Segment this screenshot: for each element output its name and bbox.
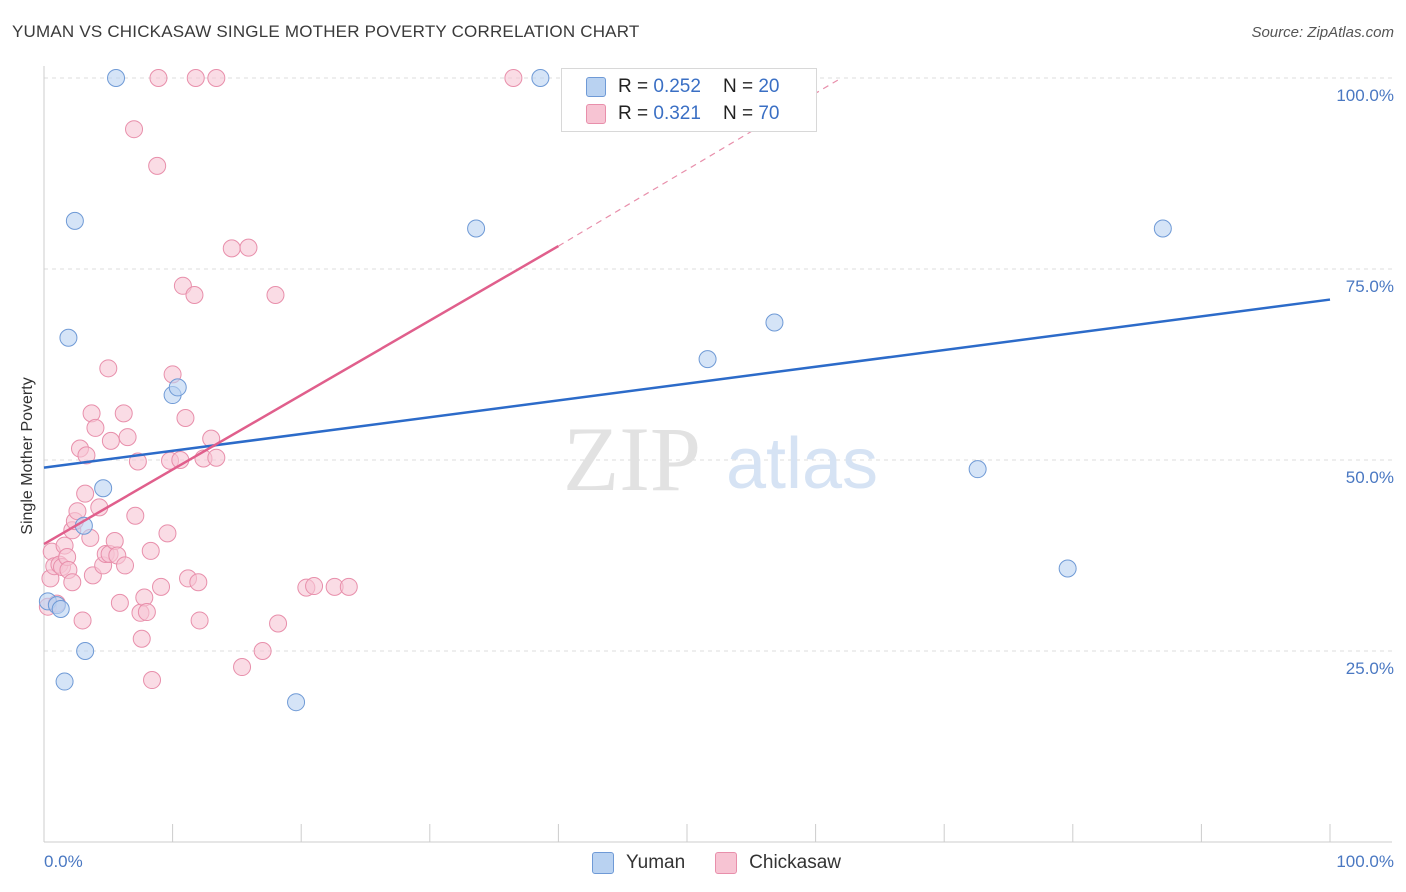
chickasaw-point — [189, 573, 208, 592]
chickasaw-point — [207, 448, 226, 467]
chickasaw-point — [77, 446, 96, 465]
n-label: N = — [722, 103, 754, 124]
chickasaw-point — [125, 120, 144, 139]
chickasaw-swatch — [586, 104, 606, 124]
yuman-point — [51, 599, 70, 618]
chickasaw-point — [101, 431, 120, 450]
n-value-chickasaw: 70 — [758, 103, 780, 124]
chickasaw-point — [118, 428, 137, 447]
r-label: R = — [618, 76, 649, 97]
chickasaw-point — [239, 238, 258, 257]
r-value-chickasaw: 0.321 — [653, 103, 701, 124]
n-value-yuman: 20 — [758, 76, 780, 97]
chickasaw-point — [143, 671, 162, 690]
legend-row-chickasaw: R = 0.321 N = 70 — [586, 102, 779, 126]
chickasaw-points — [38, 69, 523, 690]
chickasaw-point — [126, 506, 145, 525]
axes — [43, 66, 1392, 843]
chickasaw-point — [158, 524, 177, 543]
legend-item-yuman[interactable]: Yuman — [592, 852, 685, 874]
yuman-point — [698, 350, 717, 369]
yuman-point — [59, 328, 78, 347]
chickasaw-point — [186, 69, 205, 87]
trend-lines — [43, 77, 1331, 546]
chickasaw-point — [233, 658, 252, 677]
legend-label-yuman: Yuman — [626, 852, 686, 873]
y-tick-label: 100.0% — [1336, 86, 1394, 105]
chickasaw-point — [190, 611, 209, 630]
x-tick-label-min: 0.0% — [44, 852, 83, 871]
chickasaw-point — [149, 69, 168, 87]
n-label: N = — [722, 76, 754, 97]
chickasaw-point — [128, 452, 147, 471]
yuman-point — [287, 693, 306, 712]
yuman-point — [55, 672, 74, 691]
yuman-point — [168, 378, 187, 397]
chickasaw-point — [148, 156, 167, 175]
chickasaw-point — [339, 577, 358, 596]
chickasaw-point — [185, 285, 204, 304]
yuman-point — [65, 211, 84, 230]
y-tick-label: 50.0% — [1345, 468, 1394, 487]
chickasaw-point — [253, 642, 272, 660]
chickasaw-point — [132, 629, 151, 648]
chickasaw-point — [114, 404, 133, 423]
yuman-point — [94, 479, 113, 498]
chickasaw-point — [86, 418, 105, 437]
yuman-point — [467, 219, 486, 238]
chickasaw-trend-line — [43, 244, 560, 546]
yuman-swatch — [592, 852, 614, 874]
r-value-yuman: 0.252 — [653, 76, 701, 97]
legend-item-chickasaw[interactable]: Chickasaw — [715, 852, 841, 874]
chickasaw-point — [266, 285, 285, 304]
chickasaw-point — [176, 408, 195, 427]
yuman-point — [531, 69, 550, 87]
yuman-points — [38, 69, 1172, 712]
x-tick-label-max: 100.0% — [1336, 852, 1394, 871]
yuman-swatch — [586, 77, 606, 97]
yuman-point — [1153, 219, 1172, 238]
yuman-trend-line — [43, 298, 1331, 469]
chickasaw-point — [222, 239, 241, 258]
series-legend: Yuman Chickasaw — [592, 852, 871, 874]
yuman-point — [968, 460, 987, 479]
chickasaw-swatch — [715, 852, 738, 874]
watermark-zip: ZIP — [563, 408, 701, 510]
chickasaw-point — [269, 614, 288, 633]
gridlines — [44, 77, 1392, 652]
yuman-point — [76, 642, 95, 660]
chickasaw-point — [207, 69, 226, 87]
zipatlas-watermark: ZIP atlas — [563, 408, 878, 510]
chickasaw-point — [63, 573, 82, 592]
chickasaw-point — [110, 593, 129, 612]
chickasaw-point — [141, 541, 160, 560]
yuman-point — [765, 313, 784, 332]
chickasaw-point — [76, 484, 95, 503]
r-label: R = — [618, 103, 649, 124]
legend-label-chickasaw: Chickasaw — [749, 852, 842, 873]
y-tick-label: 25.0% — [1345, 659, 1394, 678]
chickasaw-point — [152, 577, 171, 596]
correlation-legend: R = 0.252 N = 20 R = 0.321 N = 70 — [561, 68, 817, 132]
chickasaw-point — [99, 359, 118, 378]
chickasaw-point — [504, 69, 523, 87]
chickasaw-point — [73, 611, 92, 630]
source-credit: Source: ZipAtlas.com — [1251, 24, 1394, 41]
yuman-point — [1058, 559, 1077, 578]
y-tick-label: 75.0% — [1345, 277, 1394, 296]
chickasaw-point — [116, 556, 135, 575]
chickasaw-point — [305, 577, 324, 596]
legend-row-yuman: R = 0.252 N = 20 — [586, 75, 779, 99]
chickasaw-point — [137, 603, 156, 622]
watermark-atlas: atlas — [726, 424, 878, 504]
chart-title: YUMAN VS CHICKASAW SINGLE MOTHER POVERTY… — [12, 22, 640, 41]
yuman-point — [107, 69, 126, 87]
